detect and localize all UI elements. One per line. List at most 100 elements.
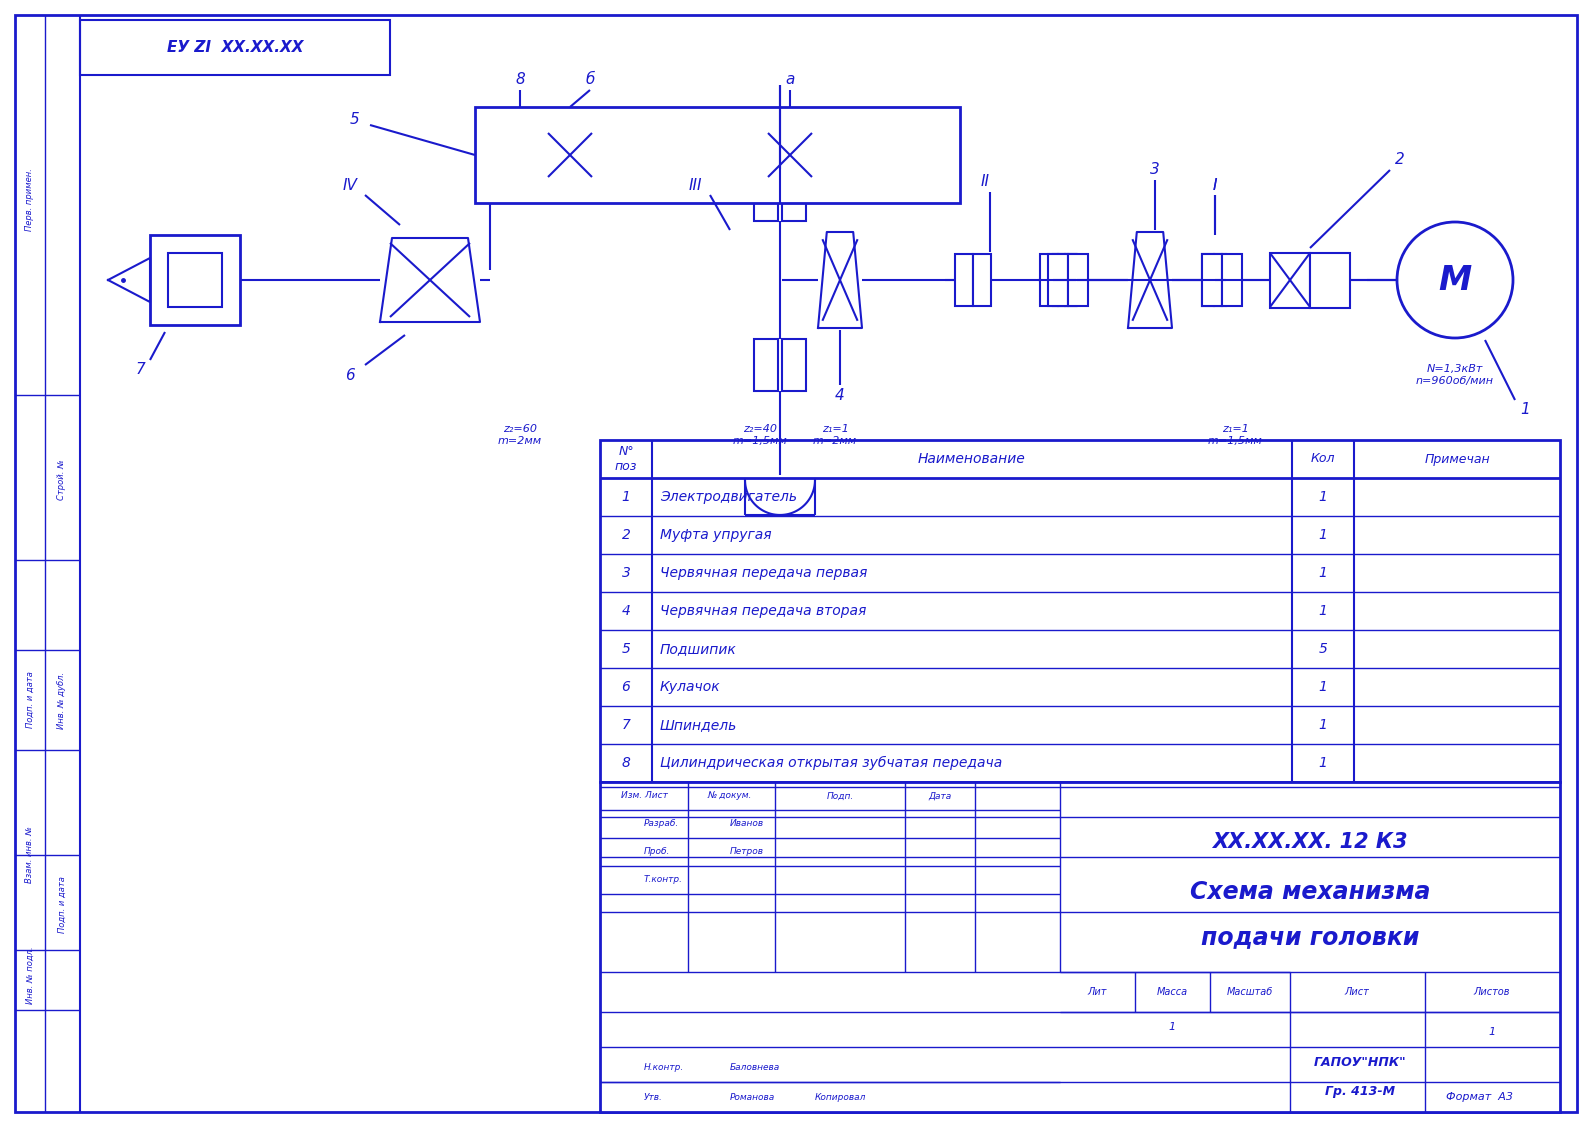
Bar <box>1223 254 1242 307</box>
Text: Строй. №: Строй. № <box>57 460 67 500</box>
Text: Подшипик: Подшипик <box>661 642 737 656</box>
Text: 1: 1 <box>1318 529 1328 542</box>
Bar <box>1068 254 1087 307</box>
Bar <box>973 254 990 307</box>
Text: Масса: Масса <box>1156 987 1188 997</box>
Text: z₂=40
m=1,5мм: z₂=40 m=1,5мм <box>732 424 788 446</box>
Text: III: III <box>688 177 702 193</box>
Bar <box>1310 252 1350 308</box>
Bar <box>782 169 806 221</box>
Text: 7: 7 <box>621 718 630 733</box>
Text: Перв. примен.: Перв. примен. <box>25 169 35 231</box>
Text: Кол: Кол <box>1310 453 1336 465</box>
Text: Кулачок: Кулачок <box>661 680 721 694</box>
Text: 8: 8 <box>516 72 525 88</box>
Text: 6: 6 <box>621 680 630 694</box>
Text: Изм. Лист: Изм. Лист <box>621 791 667 800</box>
Text: 3: 3 <box>621 566 630 580</box>
Text: I: I <box>1213 177 1218 193</box>
Text: Червячная передача вторая: Червячная передача вторая <box>661 604 866 618</box>
Text: Разраб.: Разраб. <box>645 819 680 828</box>
Text: 4: 4 <box>621 604 630 618</box>
Text: ХХ.ХХ.ХХ. 12 К3: ХХ.ХХ.ХХ. 12 К3 <box>1212 832 1407 852</box>
Bar <box>1215 254 1226 307</box>
Text: Инв. № подл.: Инв. № подл. <box>25 947 35 1004</box>
Text: 7: 7 <box>135 363 145 378</box>
Text: 1: 1 <box>1318 566 1328 580</box>
Text: 4: 4 <box>836 388 845 402</box>
Bar <box>474 107 960 203</box>
Bar <box>600 440 1560 782</box>
Bar <box>80 20 390 76</box>
Text: ЕУ ZI  ХХ.ХХ.ХХ: ЕУ ZI ХХ.ХХ.ХХ <box>167 39 302 54</box>
Text: Червячная передача первая: Червячная передача первая <box>661 566 868 580</box>
Bar <box>1202 254 1223 307</box>
Bar <box>1059 254 1076 307</box>
Text: 1: 1 <box>621 490 630 504</box>
Text: II: II <box>981 175 990 189</box>
Text: Муфта упругая: Муфта упругая <box>661 529 772 542</box>
Text: z₂=60
m=2мм: z₂=60 m=2мм <box>498 424 541 446</box>
Text: Масштаб: Масштаб <box>1227 987 1274 997</box>
Text: N°
поз: N° поз <box>615 445 637 473</box>
Text: 3: 3 <box>1149 162 1161 177</box>
Text: 5: 5 <box>621 642 630 656</box>
Text: 1: 1 <box>1318 756 1328 770</box>
Text: 1: 1 <box>1318 718 1328 733</box>
Text: 8: 8 <box>621 756 630 770</box>
Text: 1: 1 <box>1520 402 1530 417</box>
Text: Лит: Лит <box>1087 987 1106 997</box>
Text: 1: 1 <box>1169 1022 1175 1032</box>
Text: 2: 2 <box>621 529 630 542</box>
Text: 5: 5 <box>1318 642 1328 656</box>
Text: Формат  А3: Формат А3 <box>1447 1092 1514 1102</box>
Bar <box>755 169 778 221</box>
Text: 5: 5 <box>350 113 360 127</box>
Text: Примечан: Примечан <box>1425 453 1490 465</box>
Text: 1: 1 <box>1318 680 1328 694</box>
Bar <box>1040 254 1059 307</box>
Text: 1: 1 <box>1489 1027 1495 1037</box>
Text: 6: 6 <box>345 367 355 382</box>
Text: Листов: Листов <box>1474 987 1511 997</box>
Text: б: б <box>586 72 595 88</box>
Text: подачи головки: подачи головки <box>1200 925 1418 949</box>
Text: Подп.: Подп. <box>826 791 853 800</box>
Text: Подп. и дата: Подп. и дата <box>57 877 67 933</box>
Bar <box>150 236 240 325</box>
Bar <box>1065 254 1078 307</box>
Text: Утв.: Утв. <box>645 1092 662 1101</box>
Text: Шпиндель: Шпиндель <box>661 718 737 733</box>
Text: М: М <box>1439 264 1471 296</box>
Text: Цилиндрическая открытая зубчатая передача: Цилиндрическая открытая зубчатая передач… <box>661 756 1003 770</box>
Text: Лист: Лист <box>1345 987 1369 997</box>
Text: Электродвигатель: Электродвигатель <box>661 490 798 504</box>
Text: I: I <box>1213 177 1218 193</box>
Text: Дата: Дата <box>928 791 952 800</box>
Text: IV: IV <box>342 177 358 193</box>
Bar <box>1270 252 1310 308</box>
Text: Наименование: Наименование <box>919 452 1025 465</box>
Text: Схема механизма: Схема механизма <box>1189 880 1430 904</box>
Text: Подп. и дата: Подп. и дата <box>25 672 35 728</box>
Bar <box>600 782 1560 1112</box>
Text: z₁=1
m=1,5мм: z₁=1 m=1,5мм <box>1208 424 1262 446</box>
Text: Романова: Романова <box>731 1092 775 1101</box>
Bar <box>1202 254 1215 307</box>
Text: Проб.: Проб. <box>645 848 670 857</box>
Text: N=1,3кВт
n=960об/мин: N=1,3кВт n=960об/мин <box>1415 364 1493 385</box>
Text: а: а <box>785 72 794 88</box>
Bar <box>169 252 221 307</box>
Bar <box>1048 254 1068 307</box>
Bar <box>955 254 973 307</box>
Text: Баловнева: Баловнева <box>731 1063 780 1072</box>
Text: 1: 1 <box>1318 604 1328 618</box>
Text: Взам. инв. №: Взам. инв. № <box>25 826 35 884</box>
Bar <box>1052 254 1065 307</box>
Text: Гр. 413-М: Гр. 413-М <box>1325 1085 1395 1099</box>
Text: z₁=1
m=2мм: z₁=1 m=2мм <box>814 424 856 446</box>
Bar <box>782 339 806 391</box>
Text: Петров: Петров <box>731 848 764 857</box>
Text: Копировал: Копировал <box>815 1092 866 1101</box>
Bar <box>755 339 778 391</box>
